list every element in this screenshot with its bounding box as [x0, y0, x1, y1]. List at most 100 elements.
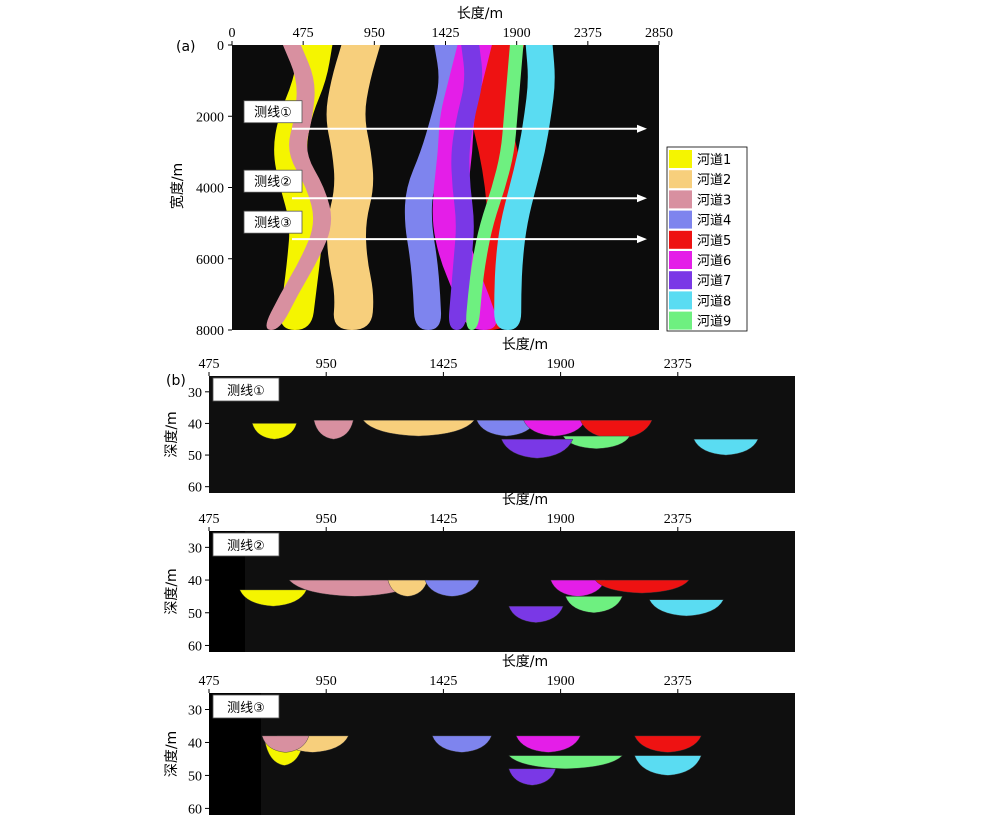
- legend-item: 河道7: [669, 271, 731, 290]
- panel-a-channels: [266, 45, 555, 330]
- legend-label: 河道1: [697, 153, 731, 168]
- section-x-tick-label: 1425: [429, 674, 457, 689]
- panel-a-x-tick-label: 0: [229, 26, 236, 41]
- section-x-tick-label: 1900: [547, 512, 575, 527]
- legend-label: 河道2: [697, 173, 731, 188]
- section-y-axis-title: 深度/m: [164, 568, 180, 614]
- section-x-axis-title: 长度/m: [502, 492, 548, 508]
- channel-body-河道4: [424, 579, 480, 597]
- channel-河道7: [448, 45, 483, 330]
- survey-line: 测线①: [243, 100, 647, 133]
- section-x-tick-label: 475: [199, 357, 220, 372]
- section-y-tick-label: 40: [188, 417, 202, 432]
- channel-body-河道1: [251, 423, 297, 440]
- channel-河道8: [494, 45, 555, 330]
- section-x-tick-label: 1425: [429, 357, 457, 372]
- panel-a-y-tick-label: 6000: [196, 253, 224, 268]
- channel-河道3: [266, 45, 332, 330]
- section-y-axis-title: 深度/m: [164, 731, 180, 777]
- legend-item: 河道2: [669, 170, 731, 189]
- section-x-tick-label: 950: [316, 674, 337, 689]
- legend-item: 河道3: [669, 190, 731, 209]
- arrow-head-icon: [637, 194, 647, 203]
- legend: 河道1 河道2 河道3 河道4 河道5 河道6 河道7 河道8 河道9: [666, 146, 748, 332]
- legend-item: 河道6: [669, 251, 731, 269]
- legend-item: 河道5: [669, 230, 731, 249]
- panel-a-y-ticks: 0 2000 4000 6000 8000: [196, 39, 232, 339]
- section-x-tick-label: 950: [316, 357, 337, 372]
- section-label: 测线②: [227, 539, 265, 554]
- panel-a-x-tick-label: 475: [293, 26, 314, 41]
- legend-swatch: [669, 251, 692, 269]
- panel-a-x-tick-label: 2850: [645, 26, 673, 41]
- section-label-box: [212, 694, 280, 719]
- channel-body-河道5: [594, 579, 690, 594]
- arrow-head-icon: [637, 235, 647, 244]
- section-bodies: [239, 579, 724, 623]
- section-y-tick-label: 30: [188, 386, 202, 401]
- section-label-box: [212, 377, 280, 402]
- section-bodies: [261, 735, 702, 786]
- section-y-tick-label: 60: [188, 802, 202, 817]
- legend-label: 河道8: [697, 294, 731, 309]
- channel-body-河道2: [387, 579, 428, 597]
- section-y-tick-label: 50: [188, 449, 202, 464]
- survey-line: 测线②: [243, 169, 647, 203]
- panel-b-sections: 475 950 1425 1900 237530405060深度/m测线①长度/m475…: [164, 337, 795, 817]
- panel-a: (a) 长度/m 宽度/m 0 475 950 1425 1900 2375 2850 0 2…: [169, 6, 673, 339]
- section-x-tick-label: 475: [199, 512, 220, 527]
- section-y-tick-label: 40: [188, 574, 202, 589]
- channel-body-河道6: [515, 735, 581, 753]
- legend-swatch: [669, 311, 692, 330]
- legend-label: 河道7: [697, 274, 731, 289]
- section-x-tick-label: 475: [199, 674, 220, 689]
- channel-body-河道3: [261, 735, 310, 753]
- panel-a-channel-map: [232, 45, 659, 330]
- panel-a-y-tick-label: 4000: [196, 182, 224, 197]
- channel-body-河道8: [649, 599, 724, 617]
- section-y-tick-label: 40: [188, 736, 202, 751]
- survey-line-label-box: [243, 169, 303, 193]
- section-y-tick-label: 60: [188, 639, 202, 654]
- channel-body-河道8: [693, 439, 759, 456]
- channel-body-河道9: [565, 596, 623, 614]
- section-x-tick-label: 2375: [664, 357, 692, 372]
- legend-label: 河道5: [697, 234, 731, 249]
- panel-a-x-tick-label: 2375: [574, 26, 602, 41]
- survey-line-label: 测线③: [254, 216, 292, 231]
- panel-b-tag: (b): [166, 373, 186, 389]
- legend-swatch: [669, 291, 692, 310]
- section-bodies: [251, 420, 759, 459]
- section-y-tick-label: 60: [188, 481, 202, 496]
- section-x-axis-title: 长度/m: [502, 337, 548, 353]
- legend-label: 河道9: [697, 315, 731, 330]
- cross-section: 475 950 1425 1900 2375 30 40 50 60 深度/m 测线② 长度/m: [164, 492, 795, 654]
- section-background: [209, 531, 795, 652]
- legend-item: 河道8: [669, 291, 731, 310]
- panel-a-x-tick-label: 1425: [432, 26, 460, 41]
- panel-a-x-tick-label: 950: [364, 26, 385, 41]
- panel-b: (b) 475 950 1425 1900 2375 30 40 50 60 深度/m 测线① 长度/…: [164, 337, 795, 817]
- panel-a-y-axis-title: 宽度/m: [169, 163, 186, 209]
- section-y-tick-label: 50: [188, 769, 202, 784]
- channel-body-河道3: [313, 420, 354, 440]
- legend-swatch: [669, 271, 692, 290]
- legend-item: 河道9: [669, 311, 731, 330]
- legend-item: 河道1: [669, 150, 731, 168]
- channel-body-河道2: [362, 420, 475, 437]
- survey-line-label: 测线②: [254, 175, 292, 190]
- section-x-tick-label: 2375: [664, 674, 692, 689]
- legend-swatch: [669, 230, 692, 249]
- legend-swatch: [669, 210, 692, 229]
- channel-body-河道7: [508, 606, 564, 623]
- panel-a-tag: (a): [176, 39, 196, 55]
- cross-section: 475 950 1425 1900 2375 30 40 50 60 深度/m 测线① 长度/m: [164, 337, 795, 496]
- section-background: [209, 693, 795, 815]
- legend-label: 河道4: [697, 214, 731, 229]
- legend-swatch: [669, 150, 692, 168]
- channel-body-河道5: [634, 735, 702, 753]
- channel-河道9: [466, 45, 524, 330]
- legend-item: 河道4: [669, 210, 731, 229]
- panel-a-y-tick-label: 8000: [196, 324, 224, 339]
